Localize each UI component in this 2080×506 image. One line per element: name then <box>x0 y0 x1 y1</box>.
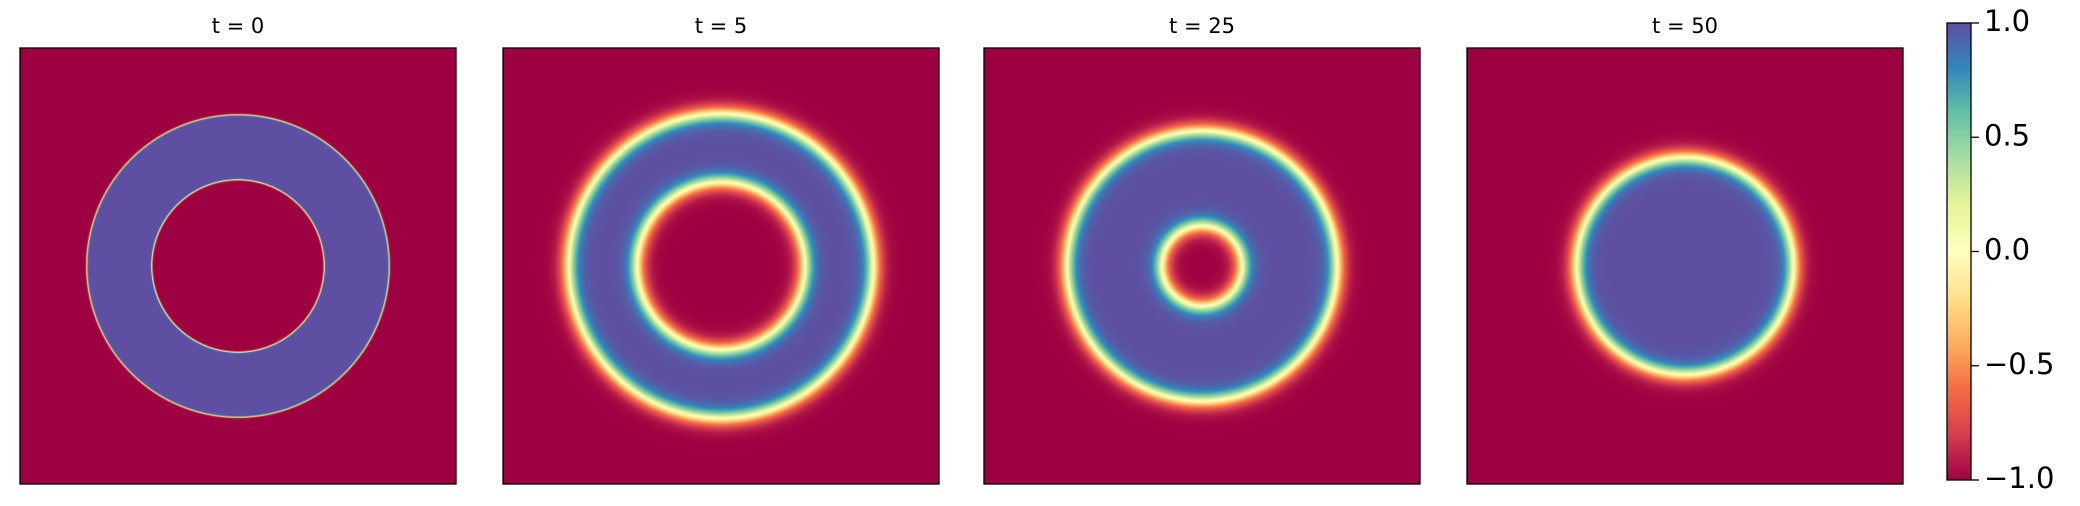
field-image <box>502 47 940 485</box>
field-image <box>19 47 457 485</box>
panel-title: t = 5 <box>695 14 748 38</box>
colorbar-tick-label: −1.0 <box>1984 461 2054 495</box>
colorbar-tick-label: 0.0 <box>1984 233 2030 267</box>
panel-title: t = 50 <box>1652 14 1718 38</box>
colorbar-tick-label: 1.0 <box>1984 4 2030 38</box>
panel-title: t = 0 <box>212 14 265 38</box>
colorbar <box>1946 22 1972 481</box>
field-image <box>1466 47 1904 485</box>
colorbar-tick-label: 0.5 <box>1984 118 2030 152</box>
panel-title: t = 25 <box>1169 14 1235 38</box>
colorbar-tick-label: −0.5 <box>1984 347 2054 381</box>
field-image <box>983 47 1421 485</box>
